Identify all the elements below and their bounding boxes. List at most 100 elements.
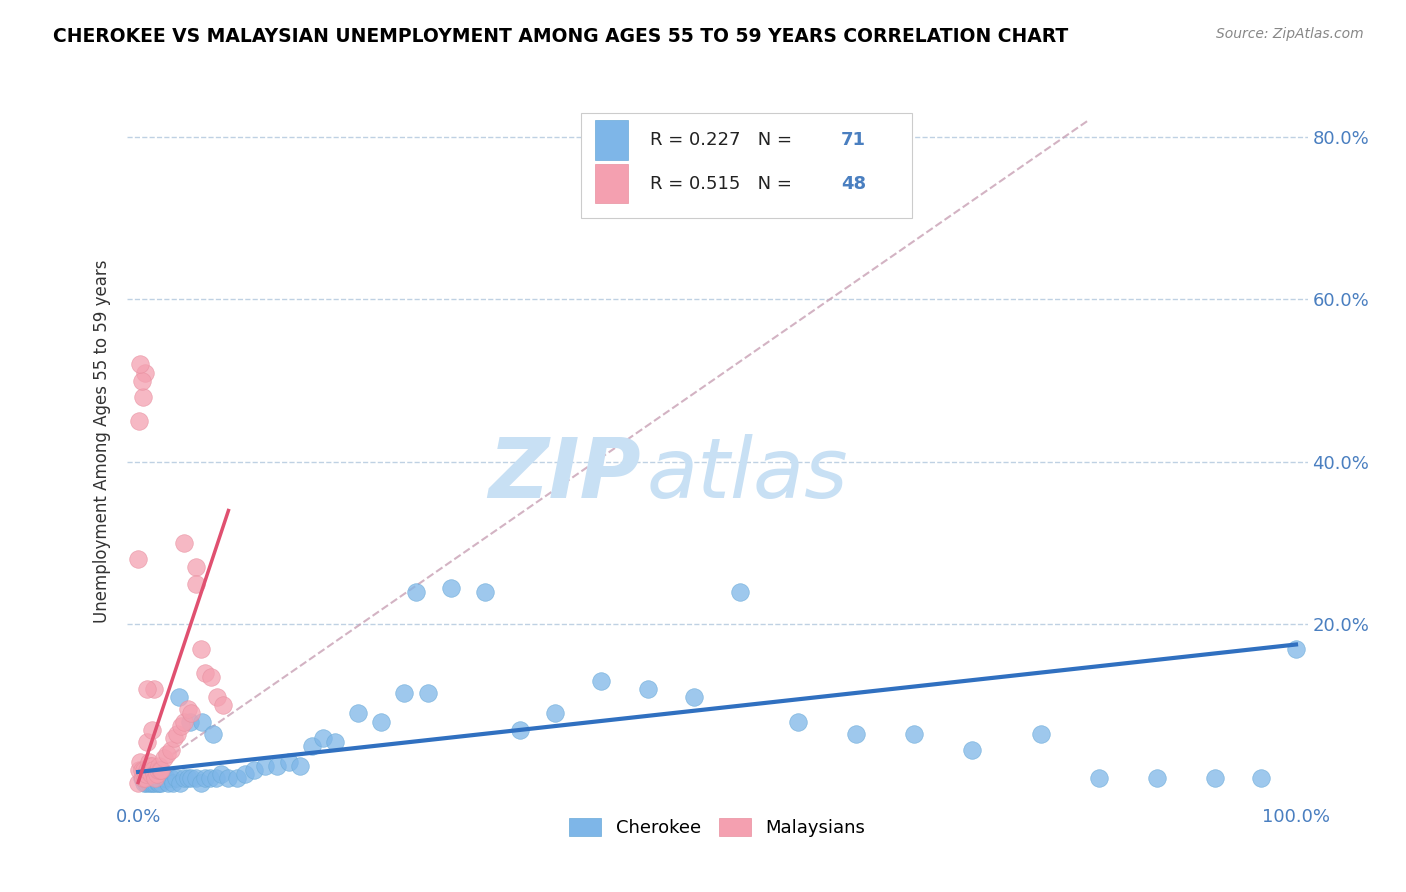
Point <box>145 772 167 786</box>
Point <box>370 714 392 729</box>
Point <box>637 682 659 697</box>
Point <box>845 727 868 741</box>
Point <box>440 581 463 595</box>
Point <box>204 772 226 786</box>
Point <box>509 723 531 737</box>
Point <box>141 759 163 773</box>
Point <box>202 727 225 741</box>
Point <box>159 743 181 757</box>
Point <box>194 772 217 786</box>
Point <box>142 764 165 778</box>
Point <box>233 767 256 781</box>
Text: atlas: atlas <box>647 434 848 515</box>
Point <box>474 584 496 599</box>
Point <box>148 775 170 789</box>
Point <box>243 764 266 778</box>
Point <box>138 755 160 769</box>
Point <box>312 731 335 745</box>
Point <box>1146 772 1168 786</box>
Point <box>134 772 156 786</box>
Point <box>1250 772 1272 786</box>
Point <box>205 690 228 705</box>
Point <box>167 690 190 705</box>
Point <box>132 390 155 404</box>
Point <box>131 772 153 786</box>
Point <box>683 690 706 705</box>
Point <box>191 714 214 729</box>
Point <box>170 719 193 733</box>
Point <box>184 560 207 574</box>
Point <box>146 775 169 789</box>
Point <box>135 775 157 789</box>
Point <box>200 670 222 684</box>
Point <box>131 374 153 388</box>
Point <box>301 739 323 753</box>
Point <box>129 755 152 769</box>
Y-axis label: Unemployment Among Ages 55 to 59 years: Unemployment Among Ages 55 to 59 years <box>93 260 111 624</box>
Point <box>145 775 167 789</box>
Point <box>131 764 153 778</box>
Point <box>177 702 200 716</box>
Point <box>149 772 172 786</box>
Point <box>290 759 312 773</box>
Point <box>150 775 173 789</box>
Point <box>155 772 177 786</box>
Point <box>166 727 188 741</box>
Point <box>142 775 165 789</box>
Point <box>787 714 810 729</box>
Point <box>728 584 751 599</box>
Point <box>134 366 156 380</box>
Point <box>139 767 162 781</box>
Bar <box>595 120 628 161</box>
Point <box>135 767 157 781</box>
Point <box>163 731 186 745</box>
Point <box>128 414 150 428</box>
Point <box>152 751 174 765</box>
Point <box>394 686 416 700</box>
Point <box>128 764 150 778</box>
Point <box>960 743 983 757</box>
Point <box>169 775 191 789</box>
Text: Source: ZipAtlas.com: Source: ZipAtlas.com <box>1216 27 1364 41</box>
Point <box>180 706 202 721</box>
Text: 48: 48 <box>841 175 866 193</box>
Point <box>177 772 200 786</box>
Point <box>179 714 201 729</box>
Point <box>138 759 160 773</box>
Point <box>138 775 160 789</box>
Point <box>173 714 195 729</box>
Point <box>141 772 163 786</box>
Text: 71: 71 <box>841 131 866 149</box>
Point <box>266 759 288 773</box>
Point <box>148 759 170 773</box>
Point <box>254 759 277 773</box>
Point <box>1031 727 1053 741</box>
Point <box>165 772 187 786</box>
Point <box>146 764 169 778</box>
Point <box>132 772 155 786</box>
Point <box>173 772 195 786</box>
Point <box>1088 772 1111 786</box>
Point <box>136 772 159 786</box>
Point <box>159 772 181 786</box>
Point <box>127 552 149 566</box>
Point <box>136 735 159 749</box>
Text: R = 0.227   N =: R = 0.227 N = <box>650 131 797 149</box>
Point <box>190 641 212 656</box>
Bar <box>595 164 628 203</box>
Point <box>162 775 184 789</box>
Point <box>903 727 925 741</box>
Point <box>347 706 370 721</box>
Point <box>211 767 233 781</box>
Point <box>129 358 152 372</box>
Point <box>143 682 166 697</box>
Point <box>194 665 217 680</box>
Point <box>1285 641 1308 656</box>
Point <box>143 772 166 786</box>
Point <box>323 735 346 749</box>
Text: ZIP: ZIP <box>488 434 640 515</box>
Point <box>136 682 159 697</box>
Point <box>405 584 427 599</box>
Point <box>217 772 239 786</box>
Point <box>139 775 162 789</box>
